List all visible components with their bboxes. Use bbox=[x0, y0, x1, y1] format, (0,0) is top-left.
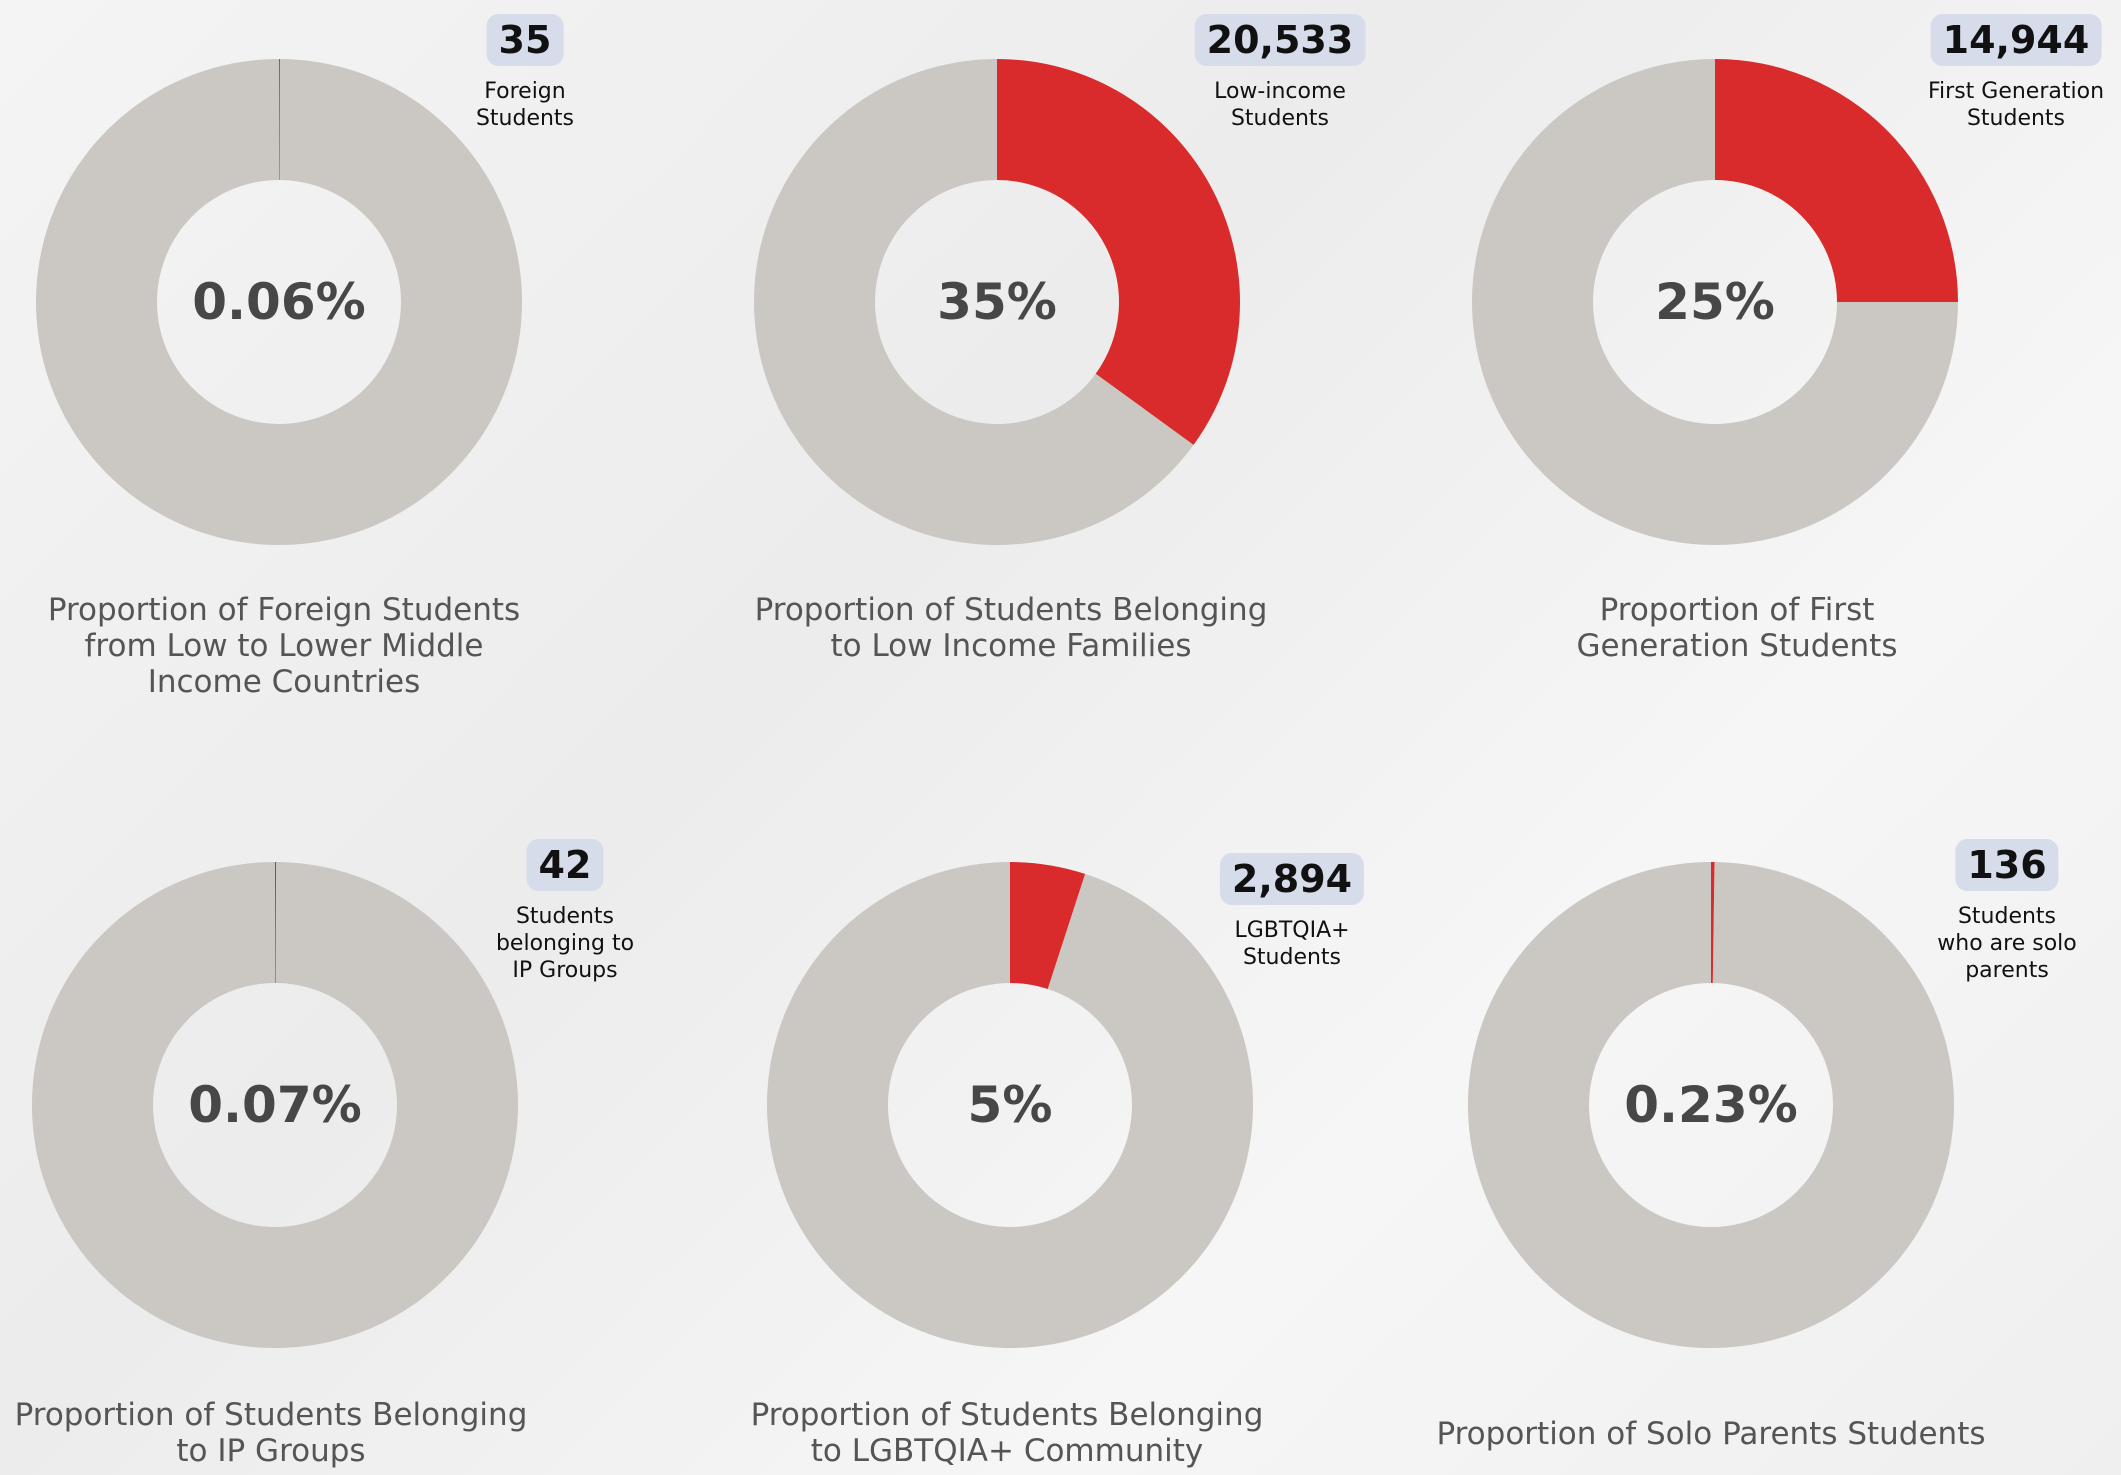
donut-slice bbox=[279, 59, 280, 181]
count-caption: LGBTQIA+ Students bbox=[1234, 918, 1350, 970]
chart-title: Proportion of Solo Parents Students bbox=[1436, 1416, 1986, 1452]
count-badge: 35 bbox=[486, 14, 564, 66]
donut-slice bbox=[275, 862, 277, 984]
count-caption: Students who are solo parents bbox=[1937, 904, 2077, 983]
donut-remainder bbox=[753, 59, 1194, 545]
center-value-label: 0.06% bbox=[192, 273, 366, 331]
donut-remainder bbox=[1467, 862, 1954, 1348]
donut-slice bbox=[997, 59, 1240, 445]
center-value-label: 25% bbox=[1655, 273, 1775, 331]
donut-slice bbox=[1010, 862, 1086, 989]
chart-title: Proportion of Foreign Students from Low … bbox=[47, 592, 521, 700]
donut-slice bbox=[1711, 862, 1715, 984]
center-value-label: 35% bbox=[937, 273, 1057, 331]
count-caption: Foreign Students bbox=[475, 79, 575, 131]
chart-title: Proportion of First Generation Students bbox=[1576, 592, 1898, 664]
count-caption: Students belonging to IP Groups bbox=[495, 904, 635, 983]
donut-remainder bbox=[1472, 59, 1958, 545]
count-badge: 2,894 bbox=[1219, 853, 1365, 905]
center-value-label: 0.23% bbox=[1624, 1076, 1798, 1134]
donut-slice bbox=[1715, 59, 1958, 302]
chart-title: Proportion of Students Belonging to IP G… bbox=[14, 1397, 528, 1469]
center-value-label: 0.07% bbox=[188, 1076, 362, 1134]
chart-title: Proportion of Students Belonging to LGBT… bbox=[750, 1397, 1264, 1469]
count-caption: Low-income Students bbox=[1214, 79, 1346, 131]
count-badge: 136 bbox=[1955, 839, 2059, 891]
count-caption: First Generation Students bbox=[1927, 79, 2105, 131]
donut-remainder bbox=[31, 862, 518, 1348]
count-badge: 20,533 bbox=[1194, 14, 1366, 66]
donut-remainder bbox=[35, 59, 522, 545]
count-badge: 14,944 bbox=[1930, 14, 2102, 66]
center-value-label: 5% bbox=[967, 1076, 1053, 1134]
donut-remainder bbox=[767, 862, 1253, 1348]
chart-title: Proportion of Students Belonging to Low … bbox=[754, 592, 1268, 664]
count-badge: 42 bbox=[526, 839, 604, 891]
